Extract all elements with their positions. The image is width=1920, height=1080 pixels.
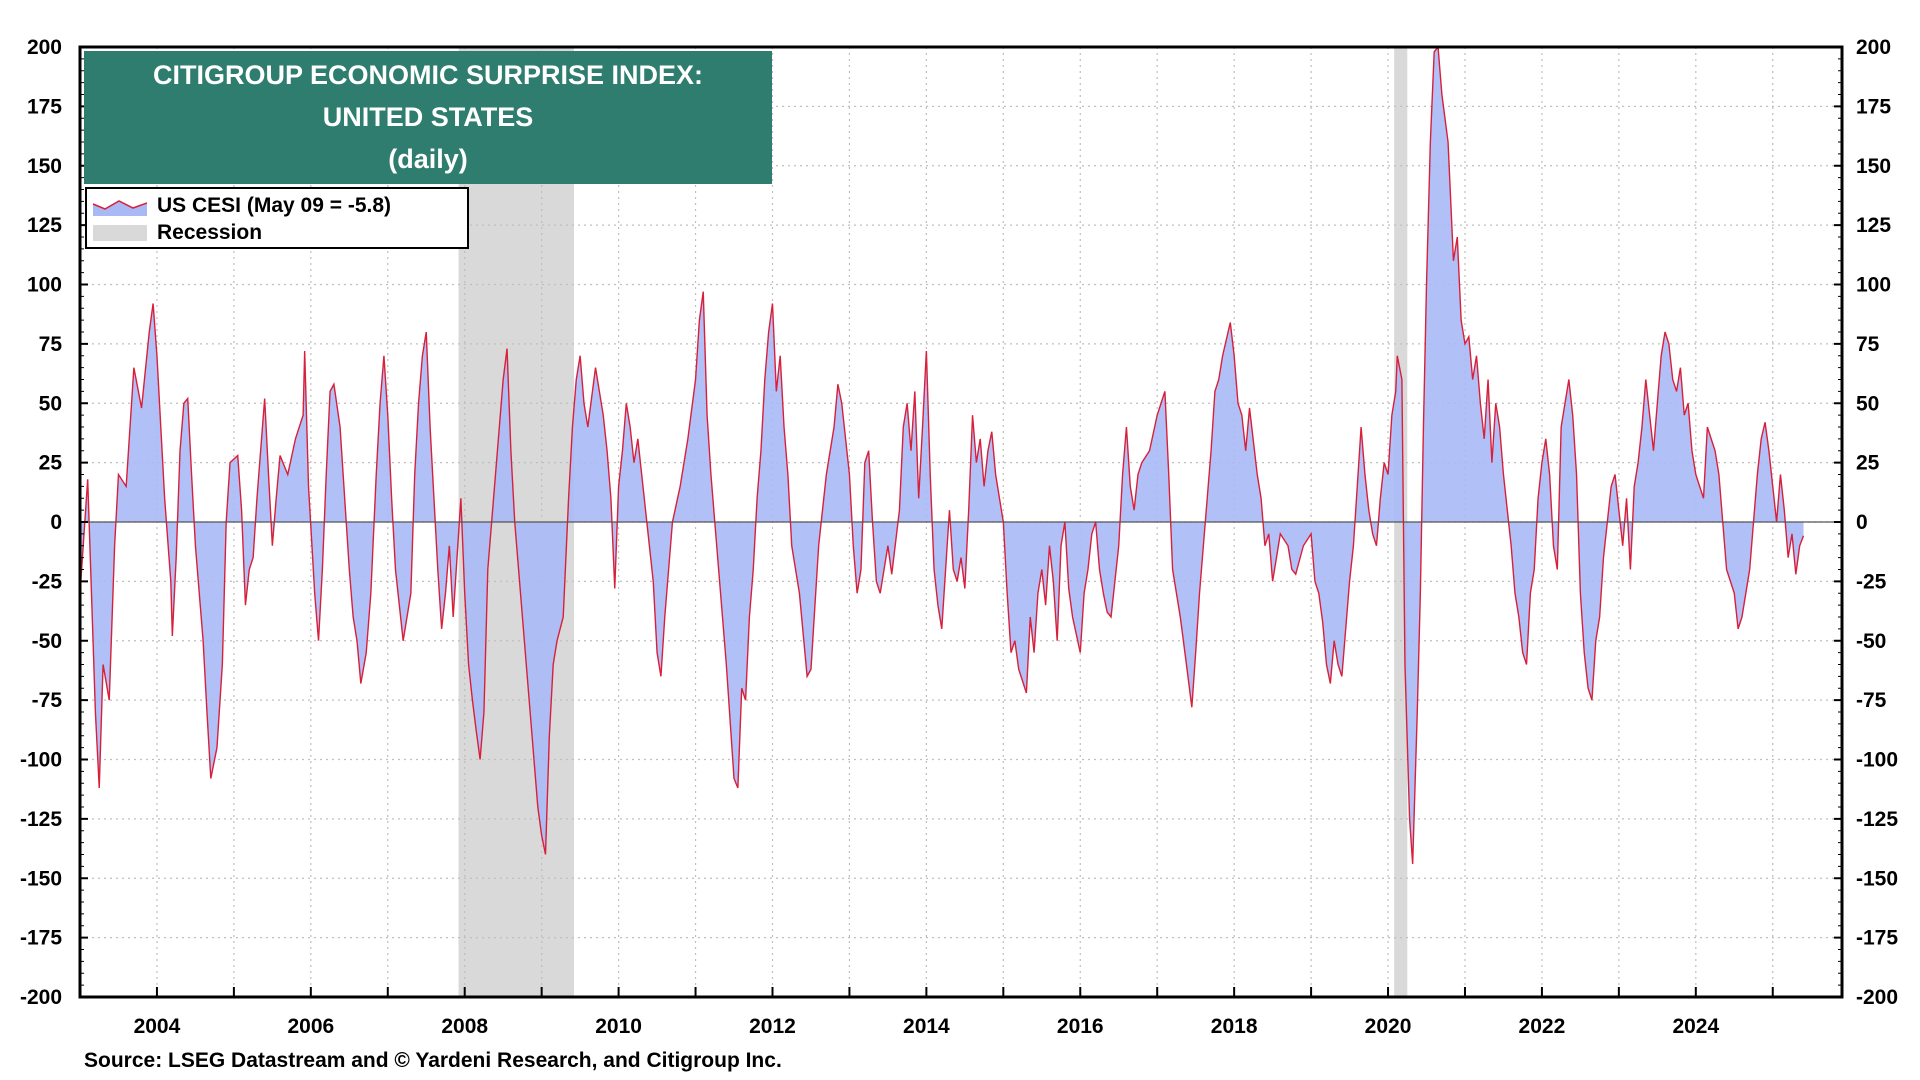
x-tick-label: 2020 (1365, 1015, 1412, 1038)
chart-title-box: CITIGROUP ECONOMIC SURPRISE INDEX: UNITE… (84, 51, 772, 184)
y-axis-right: 200 175 150 125 100 75 50 25 0 -25 -50 -75 -100 -125 -… (1856, 36, 1898, 1009)
y-tick-label-right: -25 (1856, 570, 1887, 593)
y-tick-label-right: -200 (1856, 986, 1898, 1009)
x-tick-label: 2024 (1672, 1015, 1719, 1038)
y-tick-label-right: 175 (1856, 95, 1891, 118)
y-tick-label-left: -150 (20, 867, 62, 890)
y-tick-label-left: 0 (50, 511, 62, 534)
y-tick-label-right: 75 (1856, 333, 1880, 356)
x-tick-label: 2006 (287, 1015, 334, 1038)
y-tick-label-right: -125 (1856, 808, 1898, 831)
y-tick-label-left: -175 (20, 927, 62, 950)
x-axis: 2004 2006 2008 2010 2012 2014 2016 2018 2020 2022… (134, 1015, 1720, 1038)
y-tick-label-right: 100 (1856, 274, 1891, 297)
x-tick-label: 2004 (134, 1015, 181, 1038)
y-axis-left: 200 175 150 125 100 75 50 25 0 -25 -50 -75 -100 -125 -… (20, 36, 62, 1009)
y-tick-label-left: -75 (32, 689, 63, 712)
source-note: Source: LSEG Datastream and © Yardeni Re… (84, 1049, 782, 1072)
y-tick-label-left: -50 (32, 630, 62, 653)
y-tick-label-right: 25 (1856, 452, 1880, 475)
legend-swatch-recession (93, 225, 147, 241)
y-tick-label-right: -100 (1856, 749, 1898, 772)
x-tick-label: 2010 (595, 1015, 642, 1038)
chart-title-line-2: UNITED STATES (322, 102, 534, 132)
x-tick-label: 2022 (1519, 1015, 1566, 1038)
legend-label-series: US CESI (May 09 = -5.8) (157, 194, 392, 217)
y-tick-label-left: 75 (39, 333, 63, 356)
y-tick-label-right: 125 (1856, 214, 1891, 237)
y-tick-label-left: -125 (20, 808, 62, 831)
x-tick-label: 2018 (1211, 1015, 1258, 1038)
y-tick-label-left: 25 (39, 452, 63, 475)
y-tick-label-right: 150 (1856, 155, 1891, 178)
y-tick-label-right: 50 (1856, 392, 1879, 415)
y-tick-label-left: 150 (27, 155, 62, 178)
y-tick-label-left: 125 (27, 214, 62, 237)
axis-ticks (79, 46, 1842, 998)
legend: US CESI (May 09 = -5.8) Recession (85, 187, 469, 249)
y-tick-label-right: -75 (1856, 689, 1887, 712)
y-tick-label-right: 200 (1856, 36, 1891, 59)
y-tick-label-left: -200 (20, 986, 62, 1009)
y-tick-label-left: 200 (27, 36, 62, 59)
legend-item-recession: Recession (93, 220, 262, 246)
y-tick-label-right: -150 (1856, 867, 1898, 890)
series-area (79, 45, 1805, 865)
y-tick-label-right: 0 (1856, 511, 1868, 534)
legend-item-series: US CESI (May 09 = -5.8) (93, 193, 391, 219)
legend-swatch-series (93, 200, 147, 216)
series-area-fill (80, 47, 1804, 864)
x-tick-label: 2016 (1057, 1015, 1104, 1038)
y-tick-label-left: 175 (27, 95, 62, 118)
chart-title-line-3: (daily) (388, 144, 468, 174)
legend-label-recession: Recession (157, 221, 263, 244)
y-tick-label-right: -50 (1856, 630, 1886, 653)
y-tick-label-left: -100 (20, 749, 62, 772)
chart-title-line-1: CITIGROUP ECONOMIC SURPRISE INDEX: (152, 60, 704, 90)
y-tick-label-left: 50 (39, 392, 62, 415)
x-tick-label: 2008 (441, 1015, 488, 1038)
y-tick-label-right: -175 (1856, 927, 1898, 950)
y-tick-label-left: 100 (27, 274, 62, 297)
series-line (79, 45, 1805, 865)
y-tick-label-left: -25 (32, 570, 63, 593)
x-tick-label: 2014 (903, 1015, 950, 1038)
x-tick-label: 2012 (749, 1015, 796, 1038)
